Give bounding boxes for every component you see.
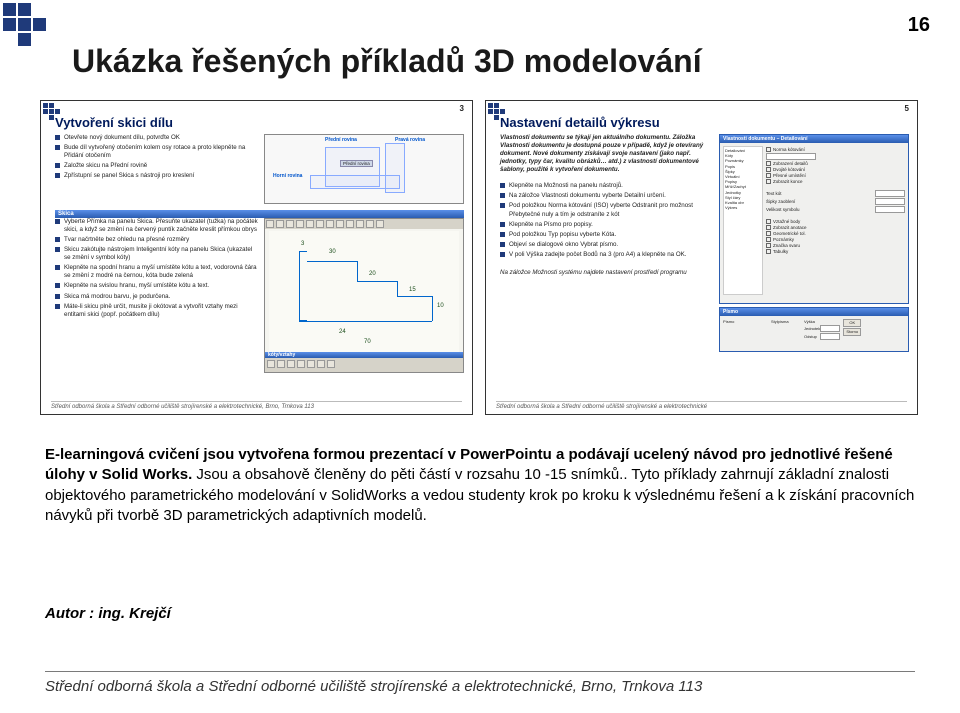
slide-footer: Střední odborná škola a Střední odborné … [496, 401, 907, 410]
bullet-list-top: Otevřete nový dokument dílu, potvrďte OK… [55, 134, 258, 208]
bullet-list-bottom: Vyberte Přímka na panelu Skica. Přesuňte… [55, 218, 258, 373]
page-number: 16 [908, 14, 930, 37]
page-footer: Střední odborná škola a Střední odborné … [45, 671, 915, 695]
sketch-bottom-toolbar [265, 358, 463, 372]
font-dialog: Písmo Písmo Stylpísma Výška Jednotek [719, 307, 909, 352]
slide-number: 5 [905, 104, 909, 113]
description-text: E-learningová cvičení jsou vytvořena for… [45, 445, 915, 526]
dialogs-preview: Vlastnosti dokumentu – Detailování Detai… [719, 134, 909, 355]
properties-dialog: Vlastnosti dokumentu – Detailování Detai… [719, 134, 909, 304]
bullet-list-intro: Vlastnosti dokumentu se týkají jen aktuá… [500, 134, 713, 355]
sketch-diagram: 3 30 20 15 10 24 70 kóty/vztahy [264, 218, 464, 373]
slide-number: 3 [460, 104, 464, 113]
sketch-toolbar [265, 219, 463, 229]
slide-2: 5 Nastavení detailů výkresu Vlastnosti d… [485, 100, 918, 415]
slide-title: Vytvoření skici dílu [55, 115, 472, 130]
slides-row: 3 Vytvoření skici dílu Otevřete nový dok… [40, 100, 918, 415]
skica-panel-title: Skica [55, 210, 464, 218]
center-plane-label: Přední rovina [340, 160, 373, 167]
planes-diagram: Přední rovina Pravá rovina Horní rovina … [264, 134, 464, 208]
slide-1: 3 Vytvoření skici dílu Otevřete nový dok… [40, 100, 473, 415]
slide-title: Nastavení detailů výkresu [500, 115, 917, 130]
slide-footer: Střední odborná škola a Střední odborné … [51, 401, 462, 410]
page-title: Ukázka řešených příkladů 3D modelování [72, 43, 702, 80]
author-line: Autor : ing. Krejčí [45, 605, 171, 622]
